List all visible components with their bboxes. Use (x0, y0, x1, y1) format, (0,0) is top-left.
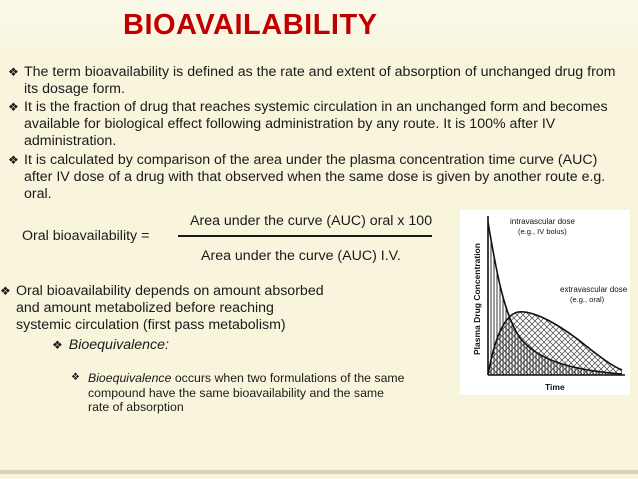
formula-lhs: Oral bioavailability = (22, 228, 150, 244)
bullet-text: The term bioavailability is defined as t… (24, 64, 616, 97)
plasma-concentration-chart: Plasma Drug Concentration Time intravasc… (460, 210, 630, 395)
diamond-bullet-icon: ❖ (8, 153, 19, 167)
title-band (0, 0, 638, 58)
oral-curve (487, 311, 623, 376)
iv-label: intravascular dose (510, 217, 575, 226)
bullet-calculation: ❖ It is calculated by comparison of the … (8, 152, 628, 202)
bullet-text: It is calculated by comparison of the ar… (24, 152, 606, 202)
bullet-text: It is the fraction of drug that reaches … (24, 99, 608, 149)
bullet-fraction: ❖ It is the fraction of drug that reache… (8, 99, 628, 149)
diamond-bullet-icon: ❖ (8, 100, 19, 114)
oral-area (488, 311, 622, 375)
x-axis-label: Time (545, 382, 565, 392)
diamond-bullet-icon: ❖ (52, 338, 63, 352)
diamond-bullet-icon: ❖ (71, 372, 80, 383)
diamond-bullet-icon: ❖ (0, 284, 11, 298)
slide-title: BIOAVAILABILITY (123, 9, 378, 41)
iv-curve (487, 221, 623, 375)
sub-heading-text: Bioequivalence: (68, 337, 169, 353)
y-axis-label: Plasma Drug Concentration (472, 243, 482, 355)
iv-label-sub: (e.g., IV bolus) (518, 227, 567, 236)
formula-denominator: Area under the curve (AUC) I.V. (201, 248, 401, 264)
bullet-definition: ❖ The term bioavailability is defined as… (8, 64, 628, 97)
sub-bullet-text: Bioequivalence occurs when two formulati… (88, 371, 408, 415)
oral-label-sub: (e.g., oral) (570, 295, 605, 304)
bullet-text: Oral bioavailability depends on amount a… (16, 283, 324, 333)
diamond-bullet-icon: ❖ (8, 65, 19, 79)
sub-bullet-rest: occurs when two formulations of the same… (88, 371, 405, 414)
sub-bullet-term: Bioequivalence (88, 371, 172, 385)
bioequivalence-heading: ❖ Bioequivalence: (52, 337, 169, 353)
bottom-rule (0, 470, 638, 474)
oral-label: extravascular dose (560, 285, 628, 294)
formula-numerator: Area under the curve (AUC) oral x 100 (190, 213, 433, 229)
bullet-oral-bioavailability: ❖ Oral bioavailability depends on amount… (0, 283, 330, 333)
fraction-bar (178, 235, 432, 237)
